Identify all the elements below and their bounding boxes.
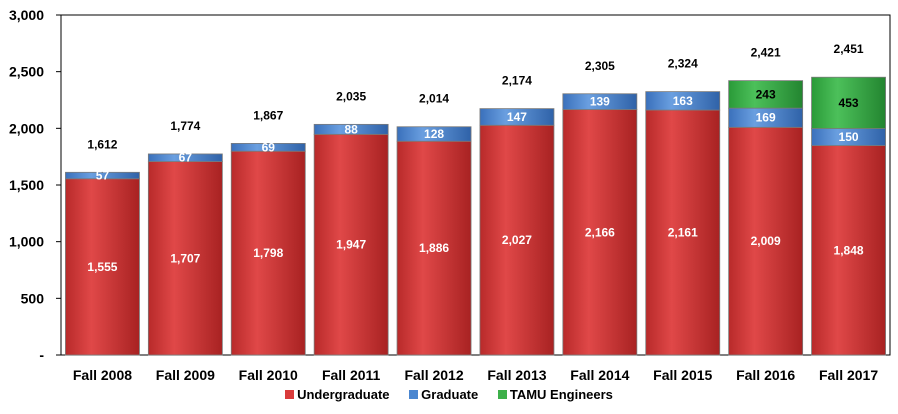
legend-label-undergraduate: Undergraduate: [297, 387, 390, 402]
total-label: 2,035: [336, 89, 366, 103]
legend-swatch-graduate: [409, 390, 419, 400]
x-tick-label: Fall 2017: [819, 367, 878, 383]
data-label-undergraduate: 1,886: [419, 241, 449, 255]
data-label-undergraduate: 1,798: [253, 246, 283, 260]
data-label-undergraduate: 1,848: [834, 243, 864, 257]
legend-item-undergraduate: Undergraduate: [285, 387, 390, 402]
data-label-undergraduate: 1,555: [87, 260, 117, 274]
y-tick-label: 3,000: [9, 7, 44, 23]
bar-undergraduate: [313, 133, 389, 356]
total-label: 2,305: [585, 59, 615, 73]
x-tick-label: Fall 2016: [736, 367, 795, 383]
x-tick-label: Fall 2015: [653, 367, 712, 383]
data-label-graduate: 169: [756, 111, 776, 125]
data-label-graduate: 69: [262, 140, 276, 154]
bar-undergraduate: [645, 109, 721, 356]
y-tick-label: -: [39, 347, 44, 363]
total-label: 2,451: [834, 42, 864, 56]
data-label-tamu-engineers: 243: [756, 87, 776, 101]
bar-undergraduate: [147, 161, 223, 356]
total-label: 2,421: [751, 46, 781, 60]
bar-tamu-engineers: [728, 80, 804, 109]
data-label-graduate: 128: [424, 127, 444, 141]
x-axis: Fall 2008 Fall 2009 Fall 2010 Fall 2011 Fall…: [73, 367, 878, 383]
legend-item-tamu-engineers: TAMU Engineers: [497, 387, 613, 402]
x-tick-label: Fall 2008: [73, 367, 132, 383]
data-label-undergraduate: 2,009: [751, 234, 781, 248]
data-label-graduate: 67: [179, 151, 193, 165]
legend: Undergraduate Graduate TAMU Engineers: [0, 387, 898, 402]
y-tick-label: 500: [21, 290, 45, 306]
data-label-graduate: 163: [673, 94, 693, 108]
total-label: 2,174: [502, 74, 532, 88]
data-label-undergraduate: 2,166: [585, 225, 615, 239]
x-tick-label: Fall 2011: [322, 367, 381, 383]
bar-tamu-engineers: [811, 76, 886, 129]
bar-undergraduate: [811, 145, 886, 356]
x-tick-label: Fall 2013: [487, 367, 546, 383]
bar-graduate: [645, 91, 721, 111]
data-label-undergraduate: 1,707: [170, 251, 200, 265]
x-tick-label: Fall 2012: [404, 367, 463, 383]
x-tick-label: Fall 2010: [239, 367, 298, 383]
bar-graduate: [479, 108, 555, 126]
bar-graduate: [313, 123, 389, 135]
y-tick-label: 1,500: [9, 177, 44, 193]
bar-graduate: [396, 126, 472, 142]
data-label-graduate: 147: [507, 110, 527, 124]
total-label: 1,774: [170, 119, 200, 133]
bar-graduate: [147, 153, 223, 162]
bar-undergraduate: [728, 126, 804, 356]
legend-swatch-tamu-engineers: [497, 390, 507, 400]
data-label-graduate: 150: [839, 130, 859, 144]
bar-graduate: [562, 93, 638, 110]
bar-undergraduate: [396, 140, 472, 356]
y-tick-label: 2,000: [9, 120, 44, 136]
bar-graduate: [65, 171, 140, 180]
data-label-undergraduate: 1,947: [336, 238, 366, 252]
bar-undergraduate: [65, 178, 140, 356]
y-tick-label: 2,500: [9, 64, 44, 80]
data-label-undergraduate: 2,027: [502, 233, 532, 247]
data-label-tamu-engineers: 453: [839, 96, 859, 110]
data-label-graduate: 88: [344, 122, 358, 136]
x-tick-label: Fall 2014: [570, 367, 629, 383]
data-label-graduate: 57: [96, 169, 110, 183]
bar-undergraduate: [562, 109, 638, 356]
total-label: 1,612: [87, 137, 117, 151]
total-label: 2,014: [419, 92, 449, 106]
bar-undergraduate: [479, 124, 555, 356]
data-label-graduate: 139: [590, 95, 610, 109]
legend-label-graduate: Graduate: [421, 387, 479, 402]
x-tick-label: Fall 2009: [156, 367, 215, 383]
bars: [65, 76, 886, 356]
total-label: 1,867: [253, 108, 283, 122]
legend-label-tamu-engineers: TAMU Engineers: [509, 387, 613, 402]
data-label-undergraduate: 2,161: [668, 226, 698, 240]
data-labels: 1,555 57 1,612 1,707 67 1,774 1,798 69 1,867 1,94…: [87, 42, 863, 274]
bar-undergraduate: [230, 150, 306, 356]
legend-item-graduate: Graduate: [409, 387, 478, 402]
bar-graduate: [230, 143, 306, 152]
total-label: 2,324: [668, 57, 698, 71]
y-tick-label: 1,000: [9, 234, 44, 250]
legend-swatch-undergraduate: [285, 390, 295, 400]
y-axis: - 500 1,000 1,500 2,000 2,500 3,000: [9, 7, 61, 363]
